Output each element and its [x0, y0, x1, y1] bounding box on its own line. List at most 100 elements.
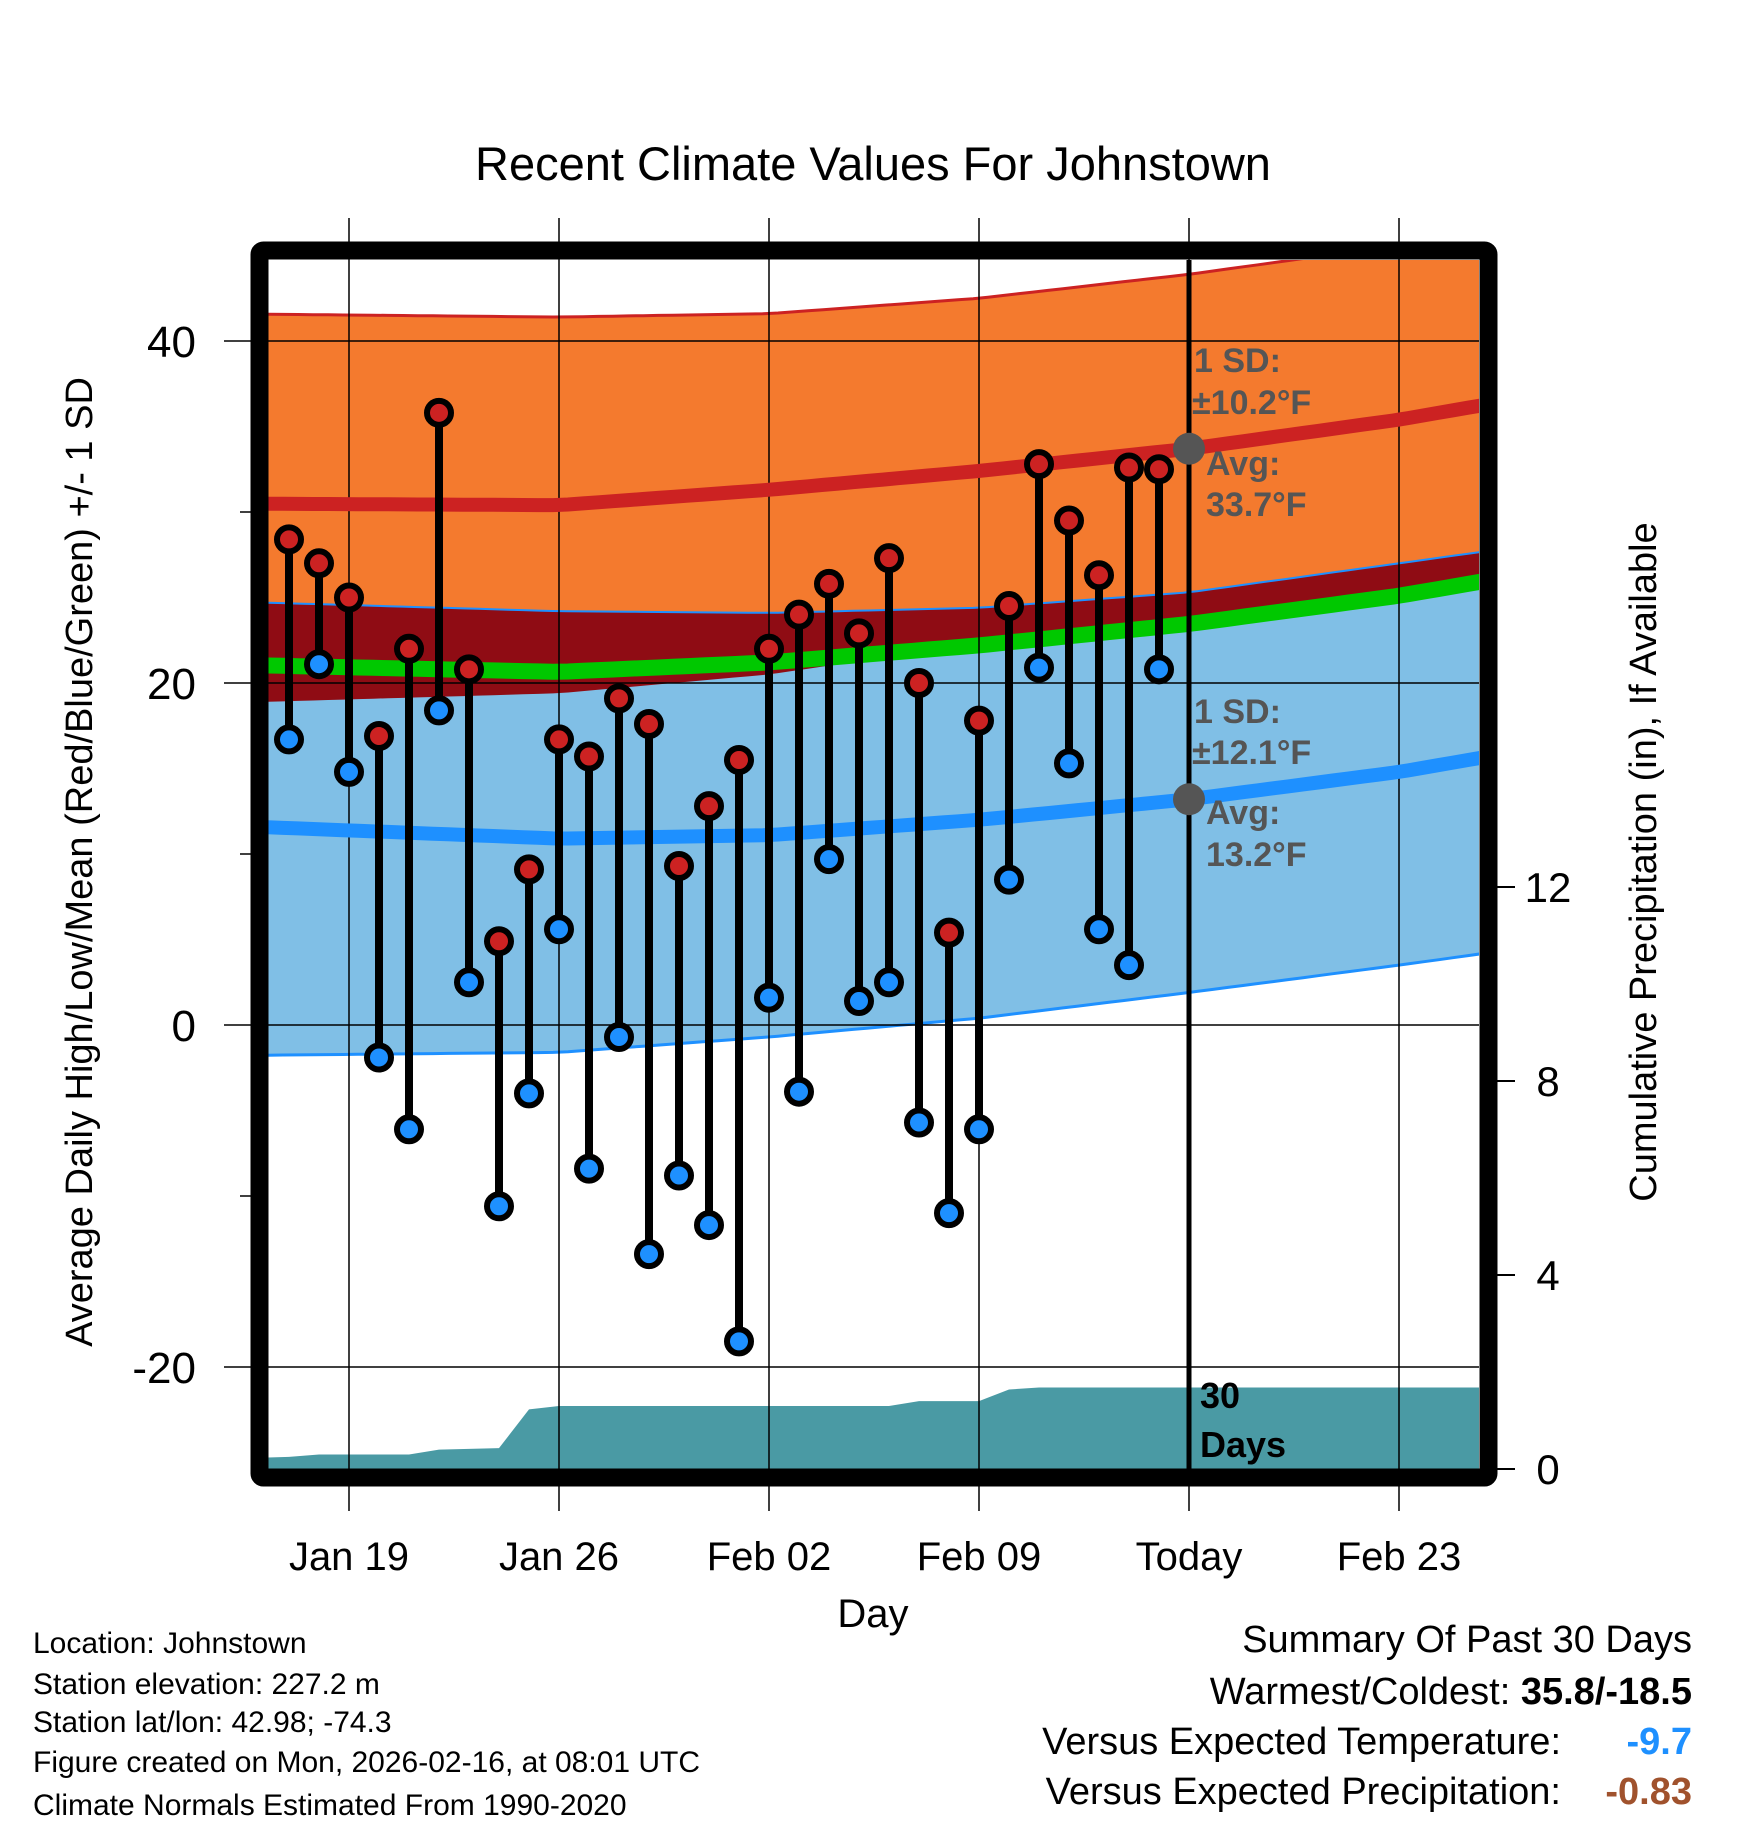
- low-point-6: [454, 967, 484, 998]
- low-point-20: [874, 967, 904, 998]
- low-point-10: [574, 1153, 604, 1184]
- low-point-27: [1084, 914, 1114, 945]
- high-avg-line: [268, 398, 1479, 513]
- high-point-19: [844, 618, 874, 649]
- high-point-27: [1084, 560, 1114, 591]
- low-point-15: [724, 1326, 754, 1357]
- low-point-1: [304, 649, 334, 680]
- high-point-10: [574, 741, 604, 772]
- window-label-number: 30: [1200, 1375, 1240, 1416]
- high-point-8: [514, 854, 544, 885]
- high-point-12: [634, 709, 664, 740]
- high-point-24: [994, 591, 1024, 622]
- high-point-18: [814, 568, 844, 599]
- warmest-value: 35.8/-18.5: [1521, 1671, 1692, 1713]
- low-avg-line: [268, 750, 1479, 846]
- x-axis-label: Day: [837, 1592, 908, 1636]
- high-point-6: [454, 654, 484, 685]
- y2-tick-label-0: 0: [1536, 1446, 1559, 1493]
- high-point-11: [604, 683, 634, 714]
- low-point-25: [1024, 652, 1054, 683]
- high-avg-value: 33.7°F: [1206, 486, 1307, 524]
- y2-axis-label: Cumulative Precipitation (in), If Availa…: [1623, 522, 1665, 1201]
- low-point-19: [844, 986, 874, 1017]
- footer-normals: Climate Normals Estimated From 1990-2020: [33, 1789, 627, 1822]
- low-sd-value: ±12.1°F: [1192, 734, 1311, 772]
- low-point-4: [394, 1114, 424, 1145]
- low-point-3: [364, 1042, 394, 1073]
- mean-normal-line: [268, 573, 1479, 680]
- high-point-16: [754, 633, 784, 664]
- normal-lines: [268, 260, 1479, 1469]
- low-point-12: [634, 1239, 664, 1270]
- x-tick-label-3: Feb 09: [917, 1535, 1042, 1579]
- high-upper-line: [268, 260, 1304, 319]
- plot-frame: [250, 241, 1498, 1487]
- high-point-21: [904, 668, 934, 698]
- high-point-2: [334, 582, 364, 613]
- low-point-26: [1054, 748, 1084, 779]
- low-point-21: [904, 1107, 934, 1138]
- high-point-22: [934, 917, 964, 948]
- footer-created: Figure created on Mon, 2026-02-16, at 08…: [33, 1746, 700, 1779]
- high-point-29: [1144, 454, 1174, 485]
- high-avg-today-dot: [1173, 432, 1205, 465]
- high-avg-label: Avg:: [1206, 445, 1280, 483]
- low-point-0: [274, 724, 304, 755]
- y2-tick-label-3: 12: [1525, 864, 1572, 911]
- y2-tick-label-1: 4: [1536, 1252, 1559, 1299]
- high-point-28: [1114, 452, 1144, 483]
- high-point-23: [964, 705, 994, 736]
- y-tick-label-1: 20: [147, 660, 196, 709]
- y-tick-label-2: 0: [172, 1002, 196, 1051]
- summary-precip-label: Versus Expected Precipitation:: [1046, 1771, 1561, 1813]
- low-point-24: [994, 864, 1024, 895]
- y2-tick-label-2: 8: [1536, 1058, 1559, 1105]
- high-point-5: [424, 397, 454, 428]
- footer-latlon: Station lat/lon: 42.98; -74.3: [33, 1706, 392, 1739]
- high-point-14: [694, 791, 724, 822]
- low-avg-value: 13.2°F: [1206, 836, 1307, 874]
- daily-points: [274, 397, 1174, 1357]
- high-point-0: [274, 524, 304, 555]
- high-point-3: [364, 721, 394, 752]
- axes: 40 20 0 -20 0 4 8 12 Jan 19 Jan 26 Feb 02 Feb 09 Tod…: [132, 318, 1571, 1579]
- high-point-25: [1024, 449, 1054, 480]
- low-point-17: [784, 1076, 814, 1107]
- low-upper-line: [268, 551, 1479, 614]
- warmest-label: Warmest/Coldest:: [1210, 1671, 1521, 1713]
- low-point-28: [1114, 950, 1144, 981]
- low-avg-today-dot: [1173, 783, 1205, 816]
- low-point-11: [604, 1021, 634, 1052]
- summary-warmest: Warmest/Coldest: 35.8/-18.5: [1210, 1671, 1692, 1713]
- summary-panel: Summary Of Past 30 Days Warmest/Coldest:…: [1042, 1619, 1692, 1813]
- low-point-8: [514, 1078, 544, 1109]
- high-point-9: [544, 724, 574, 755]
- summary-title: Summary Of Past 30 Days: [1242, 1619, 1692, 1661]
- high-point-20: [874, 543, 904, 574]
- footer-location: Location: Johnstown: [33, 1627, 307, 1660]
- high-sd-value: ±10.2°F: [1192, 384, 1311, 422]
- x-tick-label-1: Jan 26: [499, 1535, 619, 1579]
- low-point-16: [754, 982, 784, 1013]
- x-tick-label-4: Today: [1136, 1535, 1243, 1579]
- footer-info: Location: Johnstown Station elevation: 2…: [33, 1627, 700, 1822]
- summary-temp-value: -9.7: [1627, 1721, 1692, 1763]
- high-sd-label: 1 SD:: [1194, 342, 1281, 380]
- high-point-26: [1054, 505, 1084, 536]
- y-axis-label: Average Daily High/Low/Mean (Red/Blue/Gr…: [59, 377, 101, 1347]
- low-point-22: [934, 1198, 964, 1229]
- low-point-2: [334, 756, 364, 787]
- footer-elevation: Station elevation: 227.2 m: [33, 1668, 380, 1701]
- low-avg-label: Avg:: [1206, 794, 1280, 832]
- low-sd-label: 1 SD:: [1194, 693, 1281, 731]
- precip-area: [268, 1387, 1479, 1469]
- low-point-18: [814, 844, 844, 875]
- high-point-7: [484, 926, 514, 957]
- precip-cumulative-area: [268, 1387, 1479, 1469]
- low-point-5: [424, 695, 454, 726]
- high-point-17: [784, 599, 814, 630]
- window-label-days: Days: [1200, 1424, 1286, 1465]
- low-point-23: [964, 1114, 994, 1145]
